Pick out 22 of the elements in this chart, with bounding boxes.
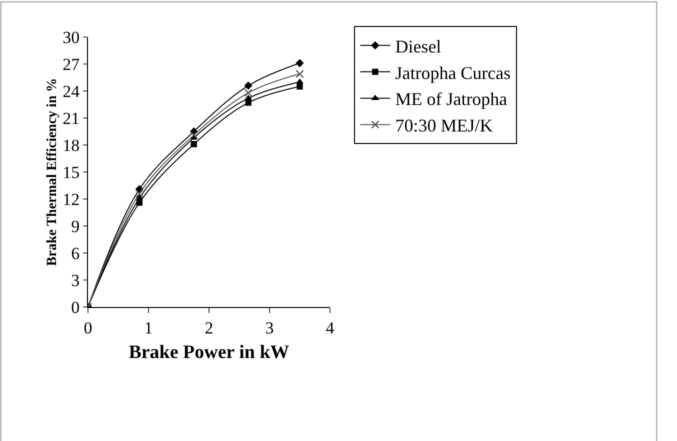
y-tick-label: 9 (71, 216, 80, 236)
x-tick-label: 0 (84, 318, 92, 338)
legend-label: Jatropha Curcas (395, 62, 511, 83)
legend-label: 70:30 MEJ/K (395, 116, 493, 136)
x-tick-label: 1 (144, 318, 153, 338)
y-tick-label: 3 (71, 270, 80, 290)
y-axis-title: Brake Thermal Efficiency in % (45, 78, 60, 266)
y-tick-label: 24 (62, 82, 80, 101)
y-tick-label: 27 (62, 54, 80, 74)
y-tick-label: 6 (71, 244, 80, 263)
legend-label: ME of Jatropha (395, 89, 508, 110)
legend-label: Diesel (395, 36, 442, 56)
x-axis-title: Brake Power in kW (128, 342, 290, 364)
y-tick-label: 12 (62, 190, 80, 209)
y-tick-label: 21 (62, 108, 80, 128)
x-tick-label: 2 (204, 318, 214, 338)
y-tick-label: 15 (62, 162, 80, 182)
x-tick-label: 3 (265, 318, 274, 338)
y-tick-label: 18 (62, 136, 80, 155)
y-tick-label: 0 (71, 298, 80, 317)
x-tick-label: 4 (326, 318, 335, 338)
y-tick-label: 30 (62, 28, 80, 47)
